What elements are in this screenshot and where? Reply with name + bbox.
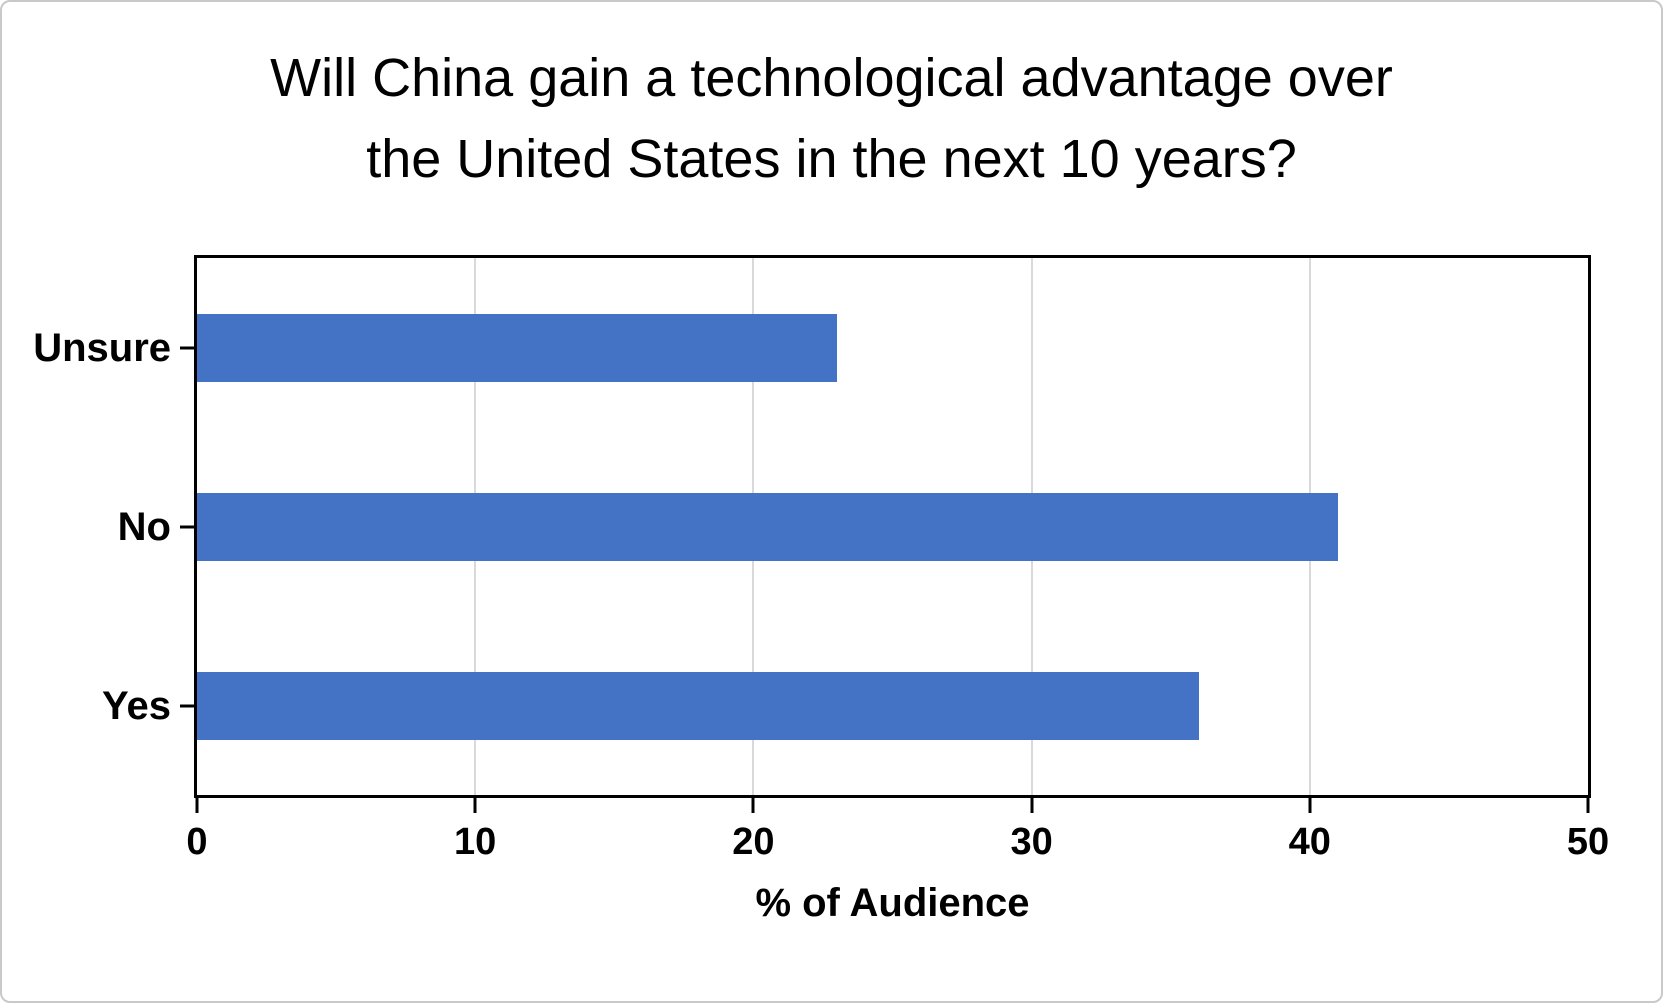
category-label-yes: Yes [102,683,171,728]
chart-title-line-1: Will China gain a technological advantag… [270,48,1393,108]
bar-no [197,492,1338,561]
x-axis-tick-10 [473,798,477,813]
x-axis-tick-label-30: 30 [1010,821,1053,863]
plot-area: % of Audience 0 10 20 30 40 50 Unsure No Yes [33,255,1609,923]
x-axis-tick-label-50: 50 [1566,821,1610,863]
x-axis-tick-20 [751,798,755,813]
category-label-no: No [117,504,171,549]
chart-title: Will China gain a technological advantag… [2,38,1661,200]
chart-title-line-2: the United States in the next 10 years? [366,129,1297,189]
x-axis-tick-40 [1308,798,1312,813]
bar-unsure [197,313,837,382]
x-axis-tick-label-40: 40 [1288,821,1331,863]
category-label-unsure: Unsure [33,325,171,370]
x-axis-tick-50 [1586,798,1590,813]
x-axis-title: % of Audience [755,881,1030,925]
y-axis-tick-unsure [180,346,194,349]
x-axis-tick-30 [1030,798,1034,813]
y-axis-tick-yes [180,704,194,707]
x-axis-tick-label-10: 10 [454,821,497,863]
x-axis-tick-0 [195,798,199,813]
y-axis-tick-no [180,525,194,528]
x-axis-tick-label-0: 0 [186,821,208,863]
x-axis-tick-label-20: 20 [732,821,775,863]
bar-yes [197,671,1199,740]
